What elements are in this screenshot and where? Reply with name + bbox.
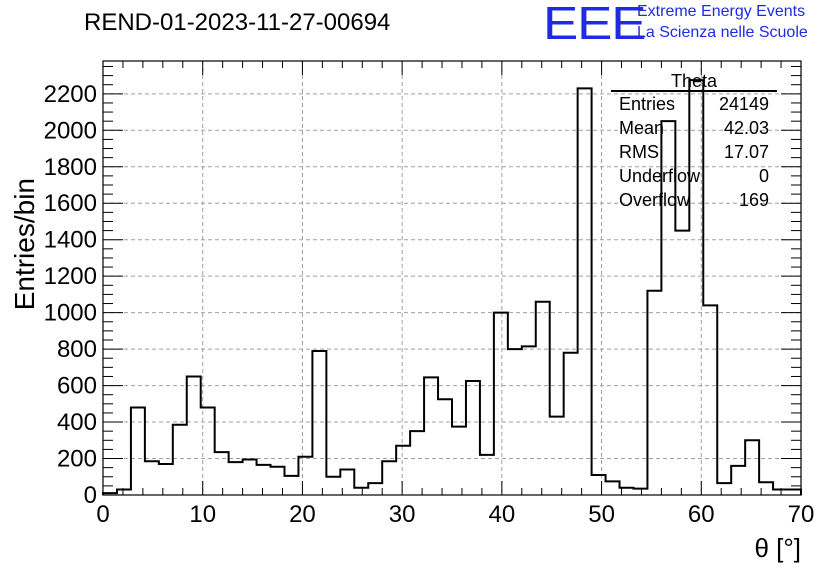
y-tick-label: 200 bbox=[57, 446, 97, 473]
y-tick-label: 400 bbox=[57, 409, 97, 436]
stats-value: 169 bbox=[738, 190, 769, 210]
stats-row-underflow: Underflow 0 bbox=[611, 164, 777, 188]
stats-row-entries: Entries 24149 bbox=[611, 92, 777, 116]
y-axis-title: Entries/bin bbox=[9, 178, 40, 310]
stats-label: Mean bbox=[619, 118, 665, 138]
stats-label: Underflow bbox=[619, 166, 701, 186]
x-tick-label: 20 bbox=[289, 501, 316, 528]
y-tick-label: 0 bbox=[84, 482, 97, 509]
stats-value: 17.07 bbox=[723, 142, 769, 162]
y-tick-label: 600 bbox=[57, 373, 97, 400]
y-tick-label: 800 bbox=[57, 336, 97, 363]
x-tick-label: 30 bbox=[389, 501, 416, 528]
x-tick-label: 70 bbox=[788, 501, 815, 528]
y-tick-label: 2000 bbox=[44, 117, 97, 144]
y-tick-label: 1400 bbox=[44, 227, 97, 254]
stats-title: Theta bbox=[611, 72, 777, 92]
run-title: REND-01-2023-11-27-00694 bbox=[84, 9, 391, 36]
x-tick-label: 60 bbox=[688, 501, 715, 528]
x-tick-label: 50 bbox=[588, 501, 615, 528]
stats-row-mean: Mean 42.03 bbox=[611, 116, 777, 140]
x-tick-label: 10 bbox=[189, 501, 216, 528]
y-tick-label: 1600 bbox=[44, 190, 97, 217]
stats-value: 24149 bbox=[718, 94, 769, 114]
eee-logo: EEE bbox=[543, 0, 647, 49]
stats-label: Overflow bbox=[619, 190, 691, 210]
stats-label: Entries bbox=[619, 94, 676, 114]
axis-ticks bbox=[102, 61, 802, 496]
stats-box: Theta Entries 24149 Mean 42.03 RMS 17.07… bbox=[611, 72, 777, 212]
y-tick-label: 1000 bbox=[44, 300, 97, 327]
histogram-series bbox=[102, 79, 802, 495]
stats-value: 42.03 bbox=[723, 118, 769, 138]
grid-lines bbox=[103, 61, 801, 495]
stats-value: 0 bbox=[758, 166, 769, 186]
stats-label: RMS bbox=[619, 142, 659, 162]
y-tick-label: 1200 bbox=[44, 263, 97, 290]
x-tick-label: 0 bbox=[96, 501, 109, 528]
logo-subtitle-line2: La Scienza nelle Scuole bbox=[637, 24, 808, 41]
x-tick-label: 40 bbox=[489, 501, 516, 528]
logo-subtitle-line1: Extreme Energy Events bbox=[637, 3, 806, 20]
stats-row-rms: RMS 17.07 bbox=[611, 140, 777, 164]
plot-frame bbox=[102, 60, 802, 496]
stats-row-overflow: Overflow 169 bbox=[611, 188, 777, 212]
tick-labels: 0 10 20 30 40 50 60 70 0 200 400 600 800 1000 1200 1400… bbox=[44, 81, 815, 528]
x-axis-title: θ [°] bbox=[754, 533, 801, 563]
y-tick-label: 1800 bbox=[44, 154, 97, 181]
y-tick-label: 2200 bbox=[44, 81, 97, 108]
